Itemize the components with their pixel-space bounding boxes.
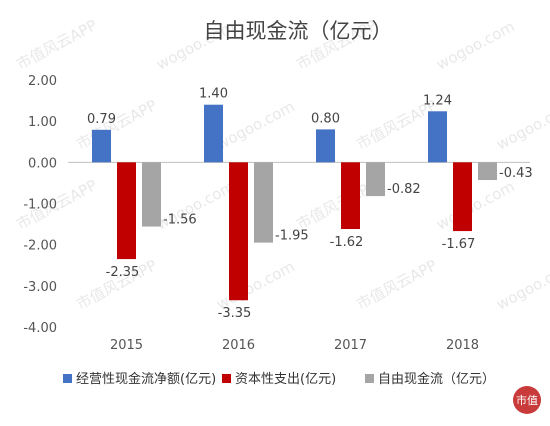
y-tick-label: 1.00 [28,115,57,130]
watermark-text: wogoo.com [213,97,297,153]
bar [453,162,472,232]
y-tick-label: -2.00 [23,239,57,254]
data-label: 0.80 [311,111,340,126]
x-tick-label: 2018 [446,338,479,353]
legend-swatch [365,374,374,383]
bar [229,162,248,301]
bar [254,162,273,243]
bar [428,111,447,163]
legend-swatch [63,374,72,383]
watermark-text: wogoo.com [433,17,517,73]
data-label: -1.67 [442,237,476,252]
x-tick-label: 2016 [222,338,255,353]
watermark-text: wogoo.com [433,177,517,233]
data-label: 1.40 [199,87,228,102]
bar [366,162,385,197]
data-label: -0.82 [387,182,421,197]
watermark-stamp: 市值 [513,386,541,414]
x-axis: 2015 2016 2017 2018 [110,338,479,353]
bar [117,162,136,260]
legend-label: 自由现金流（亿元） [378,371,495,387]
bars: 0.79 -2.35 -1.56 1.40 -3.35 -1.95 0.80 -1.62 -0.… [87,87,533,322]
data-label: -1.56 [163,213,197,228]
x-tick-label: 2017 [334,338,367,353]
chart-title: 自由现金流（亿元） [204,19,393,43]
bar [316,129,335,163]
data-label: 1.24 [423,93,452,108]
data-label: -1.95 [275,229,309,244]
data-label: -3.35 [218,306,252,321]
stamp-text: 市值 [516,393,538,407]
bar [92,129,111,163]
y-axis: 2.00 1.00 0.00 -1.00 -2.00 -3.00 -4.00 [23,74,57,336]
bar [204,104,223,163]
data-label: -1.62 [330,235,364,250]
stamp-badge-icon [513,386,541,414]
legend: 经营性现金流净额(亿元) 资本性支出(亿元) 自由现金流（亿元） [63,371,495,387]
watermark-text: 市值风云APP [13,16,99,73]
bar [341,162,360,230]
watermark-text: wogoo.com [493,257,550,313]
data-label: -0.43 [499,166,533,181]
watermark-text: 市值风云APP [353,256,439,313]
watermark-text: wogoo.com [213,257,297,313]
bar [142,162,161,227]
data-label: -2.35 [106,265,140,280]
watermark-text: wogoo.com [493,97,550,153]
bar [478,162,497,181]
y-tick-label: 2.00 [28,74,57,89]
legend-swatch [222,374,231,383]
y-tick-label: -1.00 [23,198,57,213]
legend-label: 资本性支出(亿元) [235,372,336,387]
y-tick-label: -4.00 [23,321,57,336]
y-tick-label: -3.00 [23,280,57,295]
x-tick-label: 2015 [110,338,143,353]
data-label: 0.79 [87,112,116,127]
y-tick-label: 0.00 [28,156,57,171]
legend-label: 经营性现金流净额(亿元) [76,371,216,387]
